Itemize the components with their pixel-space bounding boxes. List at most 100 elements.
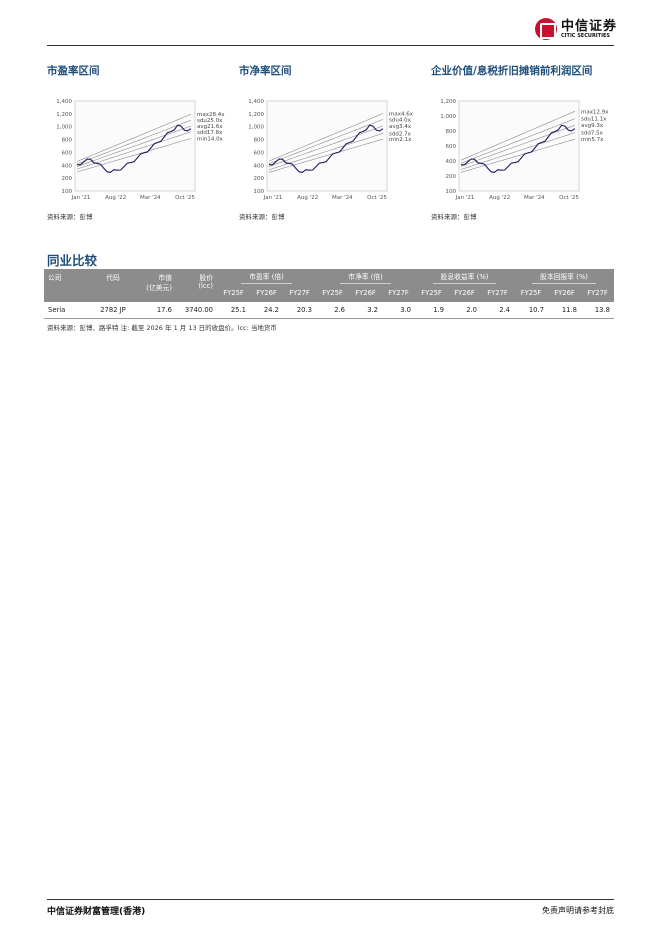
y-tick-label: 1,200 [248,112,264,118]
cell-pe-fy26: 24.2 [250,302,283,319]
y-tick-label: 800 [254,138,265,144]
col-year: FY27F [481,286,514,302]
y-tick-label: 100 [62,189,73,195]
x-tick-label: Jan '21 [455,195,475,201]
bottom-divider [47,899,614,900]
col-price-label: 股价 [199,274,213,282]
band-label: sdd7.5x [581,131,604,137]
band-line [76,113,192,162]
y-tick-label: 1,000 [56,125,72,131]
band-line [460,124,576,167]
table-row: Seria 2782 JP 17.6 3740.00 25.1 24.2 20.… [44,302,614,319]
col-year: FY27F [283,286,316,302]
band-label: min14.0x [197,136,224,142]
y-tick-label: 200 [62,176,73,182]
band-line [76,125,192,167]
section-title: 同业比较 [47,253,98,268]
y-tick-label: 800 [62,138,73,144]
cell-pb-fy25: 2.6 [316,302,349,319]
y-tick-label: 600 [62,150,73,156]
col-price-unit: (lcc) [198,282,213,290]
y-tick-label: 200 [446,174,457,180]
x-tick-label: Aug '22 [105,195,126,201]
band-line [76,138,192,173]
x-tick-label: Jan '21 [71,195,91,201]
col-year: FY25F [415,286,448,302]
x-tick-label: Oct '25 [175,195,195,201]
band-line [460,118,576,164]
citic-logo-icon [535,18,557,40]
cell-dy-fy26: 2.0 [448,302,481,319]
band-line [268,119,384,164]
table-note: 资料来源：彭博、路孚特 注: 截至 2026 年 1 月 13 日的收盘价。lc… [47,324,277,332]
chart-source: 资料来源：彭博 [47,213,93,221]
pe-band-chart: 市盈率区间 1,400 1,200 1,000 800 600 400 200 100 Jan … [47,63,232,221]
cell-dy-fy27: 2.4 [481,302,514,319]
col-price: 股价 (lcc) [176,269,217,302]
col-company: 公司 [44,269,87,302]
y-tick-label: 1,200 [440,99,456,105]
col-year: FY25F [514,286,548,302]
band-label: sdu25.0x [197,118,223,124]
group-pb: 市净率 (倍) [316,269,415,286]
y-tick-label: 100 [446,189,457,195]
y-tick-label: 400 [254,163,265,169]
cell-pb-fy27: 3.0 [382,302,415,319]
cell-dy-fy25: 1.9 [415,302,448,319]
x-tick-label: Jan '21 [263,195,283,201]
band-label: sdd17.8x [197,130,223,136]
band-label: avg21.6x [197,124,223,130]
y-tick-label: 1,000 [248,125,264,131]
cell-pe-fy27: 20.3 [283,302,316,319]
band-line [460,138,576,173]
col-mktcap: 市值 (亿美元) [139,269,176,302]
y-tick-label: 1,200 [56,112,72,118]
band-label: sdu4.0x [389,117,412,123]
cell-mktcap: 17.6 [139,302,176,319]
footer-disclaimer: 免责声明请参考封底 [542,906,614,915]
y-tick-label: 400 [446,159,457,165]
plot-area [458,100,580,192]
band-label: max12.9x [581,109,609,115]
y-tick-label: 100 [254,189,265,195]
group-pe: 市盈率 (倍) [217,269,316,286]
band-line [460,111,576,161]
y-tick-label: 1,400 [56,99,72,105]
pb-band-chart: 市净率区间 1,400 1,200 1,000 800 600 400 200 100 Jan … [239,63,424,221]
top-divider [47,45,614,46]
col-code: 代码 [87,269,139,302]
band-line [268,138,384,173]
citic-logo: 中信证券 CITIC SECURITIES [535,18,617,40]
x-tick-label: Mar '24 [332,195,353,201]
band-label: max4.6x [389,111,414,117]
chart-title: 市盈率区间 [47,65,100,77]
col-year: FY27F [382,286,415,302]
y-tick-label: 800 [446,129,457,135]
band-label: sdd2.7x [389,131,412,137]
cell-company: Seria [44,302,87,319]
price-line [76,124,192,173]
chart-title: 企业价值/息税折旧摊销前利润区间 [431,65,593,77]
cell-roe-fy25: 10.7 [514,302,548,319]
x-tick-label: Aug '22 [297,195,318,201]
band-label: avg9.3x [581,123,604,129]
logo-cn-text: 中信证券 [561,18,618,34]
x-tick-label: Oct '25 [367,195,387,201]
ev-ebitda-band-chart: 企业价值/息税折旧摊销前利润区间 1,200 1,000 800 600 400 200 1… [431,63,616,221]
col-year: FY26F [448,286,481,302]
col-year: FY26F [548,286,581,302]
y-tick-label: 200 [254,176,265,182]
y-tick-label: 400 [62,163,73,169]
band-label: max28.4x [197,112,225,118]
col-year: FY25F [217,286,250,302]
cell-roe-fy26: 11.8 [548,302,581,319]
chart-title: 市净率区间 [239,65,292,77]
y-tick-label: 1,400 [248,99,264,105]
band-label: min2.1x [389,137,412,143]
chart-source: 资料来源：彭博 [239,213,285,221]
cell-pb-fy26: 3.2 [349,302,382,319]
chart-source: 资料来源：彭博 [431,213,477,221]
